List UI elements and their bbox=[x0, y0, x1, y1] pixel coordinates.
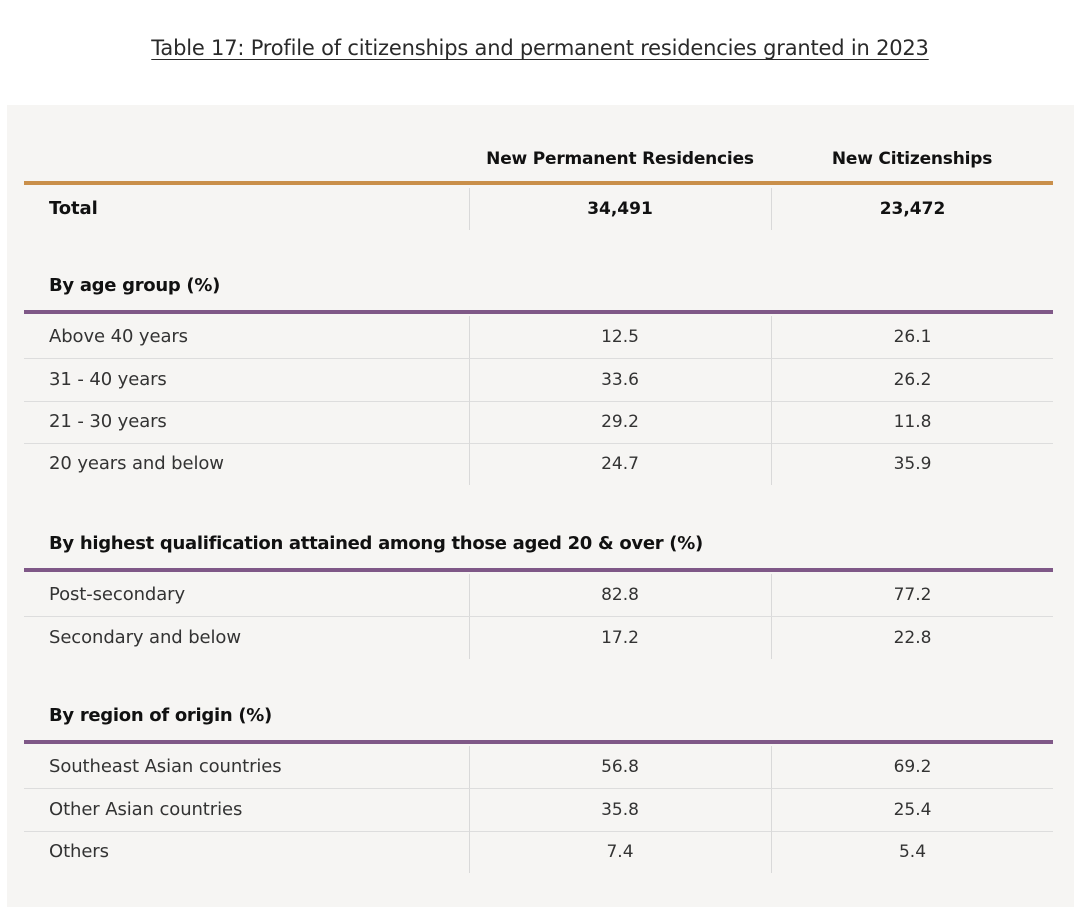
row-label: Secondary and below bbox=[49, 627, 241, 648]
column-divider bbox=[469, 617, 470, 659]
citizenships-value: 11.8 bbox=[893, 412, 932, 432]
column-divider bbox=[469, 359, 470, 401]
column-divider bbox=[469, 574, 470, 616]
row-label: Others bbox=[49, 841, 109, 862]
table-card bbox=[7, 105, 1074, 907]
total-label: Total bbox=[49, 198, 98, 219]
citizenships-value: 35.9 bbox=[893, 454, 932, 474]
column-header-citizenships: New Citizenships bbox=[831, 149, 993, 169]
citizenships-value: 77.2 bbox=[893, 585, 932, 605]
citizenships-value: 22.8 bbox=[893, 628, 932, 648]
column-divider bbox=[469, 789, 470, 831]
permanent-residencies-value: 7.4 bbox=[606, 842, 634, 862]
column-divider bbox=[771, 746, 772, 788]
citizenships-value: 5.4 bbox=[898, 842, 927, 862]
table-row: Above 40 years 12.5 26.1 bbox=[24, 316, 1053, 359]
permanent-residencies-value: 24.7 bbox=[601, 454, 639, 474]
table-row: 21 - 30 years 29.2 11.8 bbox=[24, 401, 1053, 444]
table-row: Post-secondary 82.8 77.2 bbox=[24, 574, 1053, 617]
section-heading-region: By region of origin (%) bbox=[49, 705, 272, 726]
permanent-residencies-value: 12.5 bbox=[601, 327, 639, 347]
table-row: Secondary and below 17.2 22.8 bbox=[24, 617, 1053, 659]
column-divider bbox=[469, 443, 470, 485]
permanent-residencies-value: 33.6 bbox=[601, 370, 639, 390]
permanent-residencies-value: 82.8 bbox=[601, 585, 639, 605]
column-divider bbox=[771, 443, 772, 485]
citizenships-value: 26.1 bbox=[893, 327, 932, 347]
row-label: 20 years and below bbox=[49, 453, 224, 474]
citizenships-value: 26.2 bbox=[893, 370, 932, 390]
column-divider bbox=[469, 831, 470, 873]
column-divider bbox=[771, 188, 772, 230]
table-row: Others 7.4 5.4 bbox=[24, 831, 1053, 873]
total-permanent-residencies: 34,491 bbox=[587, 199, 653, 219]
section-heading-qualification: By highest qualification attained among … bbox=[49, 533, 703, 554]
table-row: 20 years and below 24.7 35.9 bbox=[24, 443, 1053, 485]
column-divider bbox=[771, 831, 772, 873]
column-divider bbox=[771, 401, 772, 443]
table-row: Other Asian countries 35.8 25.4 bbox=[24, 789, 1053, 832]
permanent-residencies-value: 35.8 bbox=[601, 800, 639, 820]
column-divider bbox=[771, 359, 772, 401]
total-row: Total 34,491 23,472 bbox=[24, 188, 1053, 230]
column-divider bbox=[469, 188, 470, 230]
column-divider bbox=[469, 401, 470, 443]
table-row: Southeast Asian countries 56.8 69.2 bbox=[24, 746, 1053, 789]
row-label: Other Asian countries bbox=[49, 799, 243, 820]
permanent-residencies-value: 17.2 bbox=[601, 628, 639, 648]
row-label: Above 40 years bbox=[49, 326, 188, 347]
permanent-residencies-value: 56.8 bbox=[601, 757, 639, 777]
total-citizenships: 23,472 bbox=[879, 199, 946, 219]
citizenships-value: 25.4 bbox=[893, 800, 932, 820]
citizenships-value: 69.2 bbox=[893, 757, 932, 777]
column-divider bbox=[469, 316, 470, 358]
section-heading-age-group: By age group (%) bbox=[49, 275, 221, 296]
column-divider bbox=[771, 617, 772, 659]
row-label: Southeast Asian countries bbox=[49, 756, 282, 777]
column-divider bbox=[771, 574, 772, 616]
row-label: 21 - 30 years bbox=[49, 411, 167, 432]
column-divider bbox=[469, 746, 470, 788]
section-rule bbox=[24, 310, 1053, 314]
section-rule bbox=[24, 740, 1053, 744]
table-title: Table 17: Profile of citizenships and pe… bbox=[151, 36, 929, 60]
column-header-permanent-residencies: New Permanent Residencies bbox=[486, 149, 754, 169]
column-divider bbox=[771, 316, 772, 358]
column-divider bbox=[771, 789, 772, 831]
section-rule bbox=[24, 568, 1053, 572]
permanent-residencies-value: 29.2 bbox=[601, 412, 639, 432]
row-label: 31 - 40 years bbox=[49, 369, 167, 390]
table-row: 31 - 40 years 33.6 26.2 bbox=[24, 359, 1053, 402]
row-label: Post-secondary bbox=[49, 584, 186, 605]
header-rule bbox=[24, 181, 1053, 185]
